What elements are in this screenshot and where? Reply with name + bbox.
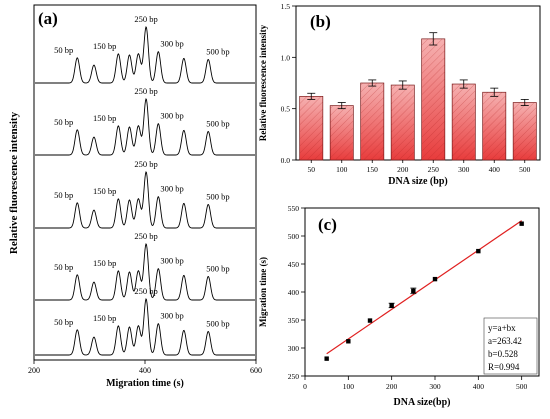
peak-label-150bp: 150 bp xyxy=(93,113,116,123)
peak-label-300bp: 300 bp xyxy=(160,256,183,266)
bar-hatch-500 xyxy=(513,102,537,160)
equation-a: a=263.42 xyxy=(488,336,522,346)
data-point-300 xyxy=(432,276,438,282)
y-tick-label-b: 1.0 xyxy=(281,53,291,62)
peak-label-250bp: 250 bp xyxy=(134,231,157,241)
data-point-400 xyxy=(476,248,481,254)
x-tick-label-b: 100 xyxy=(336,165,348,174)
trace-4 xyxy=(35,242,255,301)
peak-label-300bp: 300 bp xyxy=(160,184,183,194)
x-tick-label-b: 150 xyxy=(367,165,379,174)
x-tick-label-c: 0 xyxy=(303,382,307,391)
peak-label-250bp: 250 bp xyxy=(134,286,157,296)
peak-label-50bp: 50 bp xyxy=(54,262,73,272)
x-tick-label-c: 400 xyxy=(473,382,485,391)
bar-hatch-400 xyxy=(482,92,506,160)
y-tick-label-c: 450 xyxy=(288,260,300,269)
peak-label-500bp: 500 bp xyxy=(206,46,229,56)
fit-line xyxy=(326,220,523,355)
panel-c-label: (c) xyxy=(318,215,337,234)
bar-hatch-100 xyxy=(330,105,354,160)
peak-label-50bp: 50 bp xyxy=(54,45,73,55)
trace-3 xyxy=(35,170,255,229)
x-tick-label-b: 400 xyxy=(489,165,501,174)
y-tick-label-c: 550 xyxy=(288,204,300,213)
peak-label-150bp: 150 bp xyxy=(93,41,116,51)
x-tick-label-b: 50 xyxy=(308,165,316,174)
panel-b-xlabel: DNA size (bp) xyxy=(388,176,447,187)
bar-hatch-250 xyxy=(421,38,445,160)
peak-label-50bp: 50 bp xyxy=(54,117,73,127)
peak-label-500bp: 500 bp xyxy=(206,191,229,201)
x-tick-label-b: 250 xyxy=(428,165,440,174)
peak-label-150bp: 150 bp xyxy=(93,313,116,323)
bar-hatch-150 xyxy=(360,83,384,160)
equation-box xyxy=(483,317,538,375)
peak-label-250bp: 250 bp xyxy=(134,14,157,24)
panel-a-electropherogram: (a) 50 bp 150 bp 250 bp 300 bp 500 bp 50 bp 15… xyxy=(8,4,262,389)
panel-b-frame xyxy=(295,5,541,161)
bar-hatch-50 xyxy=(299,96,323,160)
trace-5 xyxy=(35,297,255,356)
x-tick-label-a: 600 xyxy=(250,366,262,375)
x-tick-label-a: 400 xyxy=(139,366,151,375)
equation-line: y=a+bx xyxy=(488,323,516,333)
peak-label-500bp: 500 bp xyxy=(206,118,229,128)
bar-hatch-300 xyxy=(452,84,476,160)
equation-b: b=0.528 xyxy=(488,349,518,359)
data-point-500 xyxy=(519,221,524,226)
data-point-250 xyxy=(411,288,416,294)
panel-a-ylabel: Relative fluorescence intensity xyxy=(8,111,20,254)
data-point-50 xyxy=(324,356,329,361)
trace-2 xyxy=(35,97,255,156)
panel-a-xlabel: Migration time (s) xyxy=(106,378,184,389)
y-tick-label-b: 1.5 xyxy=(281,2,291,11)
peak-label-250bp: 250 bp xyxy=(134,86,157,96)
x-tick-label-c: 100 xyxy=(343,382,355,391)
y-tick-label-c: 350 xyxy=(288,316,300,325)
data-point-200 xyxy=(389,303,394,308)
peak-label-50bp: 50 bp xyxy=(54,317,73,327)
panel-b-label: (b) xyxy=(310,12,331,31)
panel-c-ylabel: Migration time (s) xyxy=(258,257,268,327)
equation-r: R=0.994 xyxy=(488,362,520,372)
panel-b-bar-chart: (b) 0.0 0.5 1.0 1.5 50 100 150 200 250 300 400 500… xyxy=(258,2,541,187)
x-tick-label-b: 300 xyxy=(458,165,470,174)
peak-label-300bp: 300 bp xyxy=(160,39,183,49)
trace-1 xyxy=(35,25,255,84)
x-tick-label-b: 200 xyxy=(397,165,409,174)
y-tick-label-b: 0.5 xyxy=(281,105,291,114)
panel-c-scatter-fit: (c) 250 300 350 400 450 500 550 0 100 200 300 400 5… xyxy=(258,204,540,408)
panel-a-label: (a) xyxy=(38,9,58,28)
data-point-150 xyxy=(367,318,373,323)
peak-label-300bp: 300 bp xyxy=(160,311,183,321)
peak-label-500bp: 500 bp xyxy=(206,318,229,328)
bar-hatch-200 xyxy=(391,85,415,160)
x-tick-label-c: 300 xyxy=(429,382,441,391)
x-tick-label-a: 200 xyxy=(28,366,40,375)
panel-c-xlabel: DNA size(bp) xyxy=(394,397,451,408)
y-tick-label-c: 250 xyxy=(288,372,300,381)
y-tick-label-b: 0.0 xyxy=(281,156,291,165)
peak-label-150bp: 150 bp xyxy=(93,186,116,196)
y-tick-label-c: 300 xyxy=(288,344,300,353)
peak-label-300bp: 300 bp xyxy=(160,111,183,121)
data-point-100 xyxy=(346,339,351,344)
y-tick-label-c: 400 xyxy=(288,288,300,297)
peak-label-500bp: 500 bp xyxy=(206,263,229,273)
peak-label-250bp: 250 bp xyxy=(134,159,157,169)
peak-label-50bp: 50 bp xyxy=(54,190,73,200)
peak-label-150bp: 150 bp xyxy=(93,258,116,268)
x-tick-label-b: 500 xyxy=(519,165,531,174)
x-tick-label-c: 500 xyxy=(516,382,528,391)
y-tick-label-c: 500 xyxy=(288,232,300,241)
panel-b-ylabel: Relative fluorescence intensity xyxy=(258,24,268,141)
x-tick-label-c: 200 xyxy=(386,382,398,391)
